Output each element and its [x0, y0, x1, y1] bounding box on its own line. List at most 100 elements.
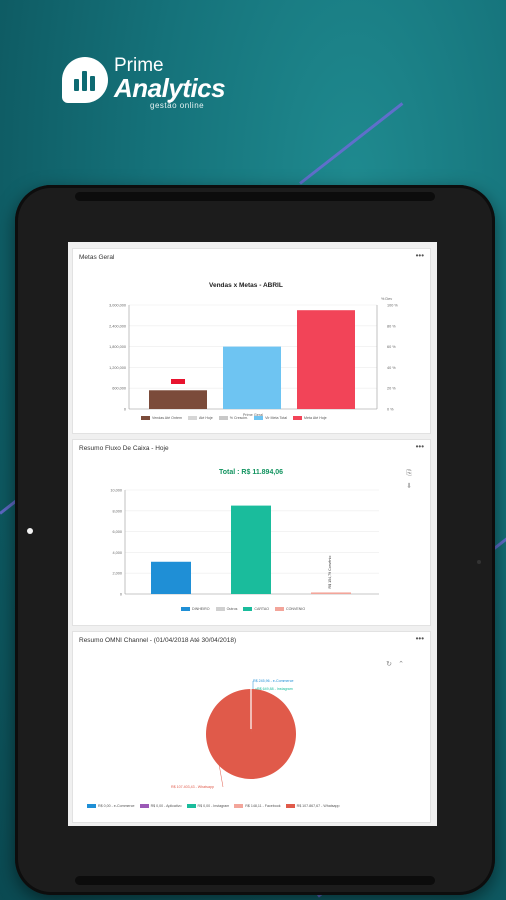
fluxo-bar-chart: 0 2,000 4,000 6,000 8,000 10,000 R$ 154,79 Con… [110, 489, 379, 597]
sensor-icon [477, 560, 481, 564]
callout-label: R$ 245,96 - e-Commerce [253, 679, 294, 683]
legend-swatch [293, 416, 303, 420]
download-icon[interactable]: ⬇ [406, 483, 412, 490]
chart-title: Vendas x Metas - ABRIL [209, 282, 283, 289]
ellipsis-icon[interactable]: ••• [415, 442, 424, 451]
bar [311, 592, 351, 594]
legend-item[interactable]: Até Hoje [187, 416, 213, 420]
legend-swatch [141, 416, 150, 420]
y-right-tick-label: 0 % [387, 408, 394, 412]
legend-swatch [139, 804, 149, 808]
ellipsis-icon[interactable]: ••• [415, 634, 424, 643]
brand-tagline: gestão online [150, 101, 205, 110]
legend-label: % Crescim. [229, 416, 249, 420]
x-axis-label: Prime Geral [243, 413, 263, 417]
y-tick-label: 2,400,000 [109, 324, 126, 328]
legend-swatch [254, 416, 264, 420]
top-speaker [75, 192, 435, 201]
card-title: Metas Geral [79, 254, 115, 261]
ellipsis-icon[interactable]: ••• [415, 251, 424, 260]
legend-swatch [187, 416, 197, 420]
legend-swatch [87, 804, 96, 808]
legend-item[interactable]: % Crescim. [218, 416, 249, 420]
legend-label: CONVENIO [286, 607, 306, 611]
legend-item[interactable]: R$ 148,11 - Facebook [234, 804, 281, 808]
legend-label: Vendas Até Ontem [152, 416, 182, 420]
bar [149, 390, 207, 409]
y-tick-label: 0 [120, 593, 122, 597]
y-right-tick-label: 60 % [387, 345, 396, 349]
y-tick-label: 3,000,000 [109, 304, 126, 308]
legend-item[interactable]: R$ 107.867,67 - Whatsapp [285, 804, 340, 808]
y-tick-label: 4,000 [112, 551, 122, 555]
refresh-icon[interactable]: ↻ [386, 661, 392, 668]
y-tick-label: 1,800,000 [109, 345, 126, 349]
legend-label: R$ 0,00 - e-Commerce [98, 804, 135, 808]
legend-item[interactable]: Vlr Meta Total [254, 416, 287, 420]
legend-label: Até Hoje [198, 416, 213, 420]
chevron-up-icon[interactable]: ⌃ [398, 661, 404, 668]
y-tick-label: 0 [124, 408, 126, 412]
brand-logo: Prime Analytics gestão online [62, 55, 232, 125]
legend-swatch [243, 607, 253, 611]
refresh-icon[interactable]: ⎘ [406, 470, 412, 477]
legend-item[interactable]: Meta Até Hoje [293, 416, 327, 420]
card-title: Resumo Fluxo De Caixa - Hoje [79, 445, 169, 452]
bar [231, 505, 271, 594]
legend-item[interactable]: Outros [215, 607, 238, 611]
app-screen: Metas Geral ••• Vendas x Metas - ABRIL 0… [68, 242, 437, 826]
legend-label: Outros [226, 607, 238, 611]
brand-name-bottom: Analytics [114, 73, 226, 103]
legend-label: R$ 0,00 - Aplicativo [150, 804, 182, 808]
legend-label: DINHEIRO [192, 607, 210, 611]
right-axis-label: % Dev [381, 297, 392, 301]
omni-card: Resumo OMNI Channel - (01/04/2018 Até 30… [72, 631, 431, 823]
chart-legend: R$ 0,00 - e-Commerce R$ 0,00 - Aplicativo… [87, 804, 340, 808]
chart-legend: DINHEIRO Outros CARTAO CONVENIO [181, 607, 305, 611]
callout-label: R$ 649,88 - Instagram [257, 687, 293, 691]
y-tick-label: 6,000 [112, 530, 122, 534]
y-tick-label: 10,000 [110, 489, 122, 493]
brand-name-top: Prime [114, 55, 164, 76]
legend-swatch [275, 607, 285, 611]
legend-swatch [186, 804, 196, 808]
legend-label: R$ 148,11 - Facebook [245, 804, 281, 808]
callout-label: R$ 107.403,43 - Whatsapp [171, 785, 214, 789]
legend-item[interactable]: Vendas Até Ontem [141, 416, 182, 420]
camera-icon [27, 528, 33, 534]
y-tick-label: 8,000 [112, 509, 122, 513]
bar [297, 310, 355, 409]
legend-item[interactable]: R$ 0,00 - e-Commerce [87, 804, 135, 808]
fluxo-card: Resumo Fluxo De Caixa - Hoje ••• Total :… [72, 439, 431, 626]
legend-swatch [285, 804, 295, 808]
bar [151, 561, 191, 594]
legend-item[interactable]: R$ 0,00 - Aplicativo [139, 804, 182, 808]
legend-item[interactable]: CARTAO [243, 607, 269, 611]
bar [223, 346, 281, 409]
legend-item[interactable]: DINHEIRO [181, 607, 210, 611]
legend-item[interactable]: R$ 0,00 - Instagram [186, 804, 229, 808]
callout-line [218, 763, 224, 788]
bar-data-label: R$ 154,79 Convênio [328, 556, 332, 589]
y-tick-label: 1,200,000 [109, 366, 126, 370]
legend-swatch [181, 607, 190, 611]
y-right-tick-label: 20 % [387, 387, 396, 391]
legend-label: Vlr Meta Total [265, 416, 288, 420]
y-right-tick-label: 100 % [387, 304, 398, 308]
legend-swatch [215, 607, 225, 611]
pie-slice [205, 689, 296, 779]
legend-label: CARTAO [254, 607, 270, 611]
bottom-speaker [75, 876, 435, 885]
chart-legend: Vendas Até Ontem Até Hoje % Crescim. Vlr Me… [141, 416, 327, 420]
y-tick-label: 2,000 [112, 572, 122, 576]
legend-swatch [234, 804, 244, 808]
card-title: Resumo OMNI Channel - (01/04/2018 Até 30… [79, 637, 237, 644]
metas-bar-chart: 0 0 % 600,000 20 % 1,200,000 40 % 1,800,000 60 … [109, 297, 398, 417]
chart-total: Total : R$ 11.894,06 [219, 469, 284, 476]
y-right-tick-label: 80 % [387, 324, 396, 328]
chart-bubble-icon [62, 57, 108, 103]
data-label-badge [171, 379, 185, 384]
legend-label: R$ 107.867,67 - Whatsapp [296, 804, 340, 808]
legend-item[interactable]: CONVENIO [275, 607, 305, 611]
legend-label: Meta Até Hoje [304, 416, 327, 420]
